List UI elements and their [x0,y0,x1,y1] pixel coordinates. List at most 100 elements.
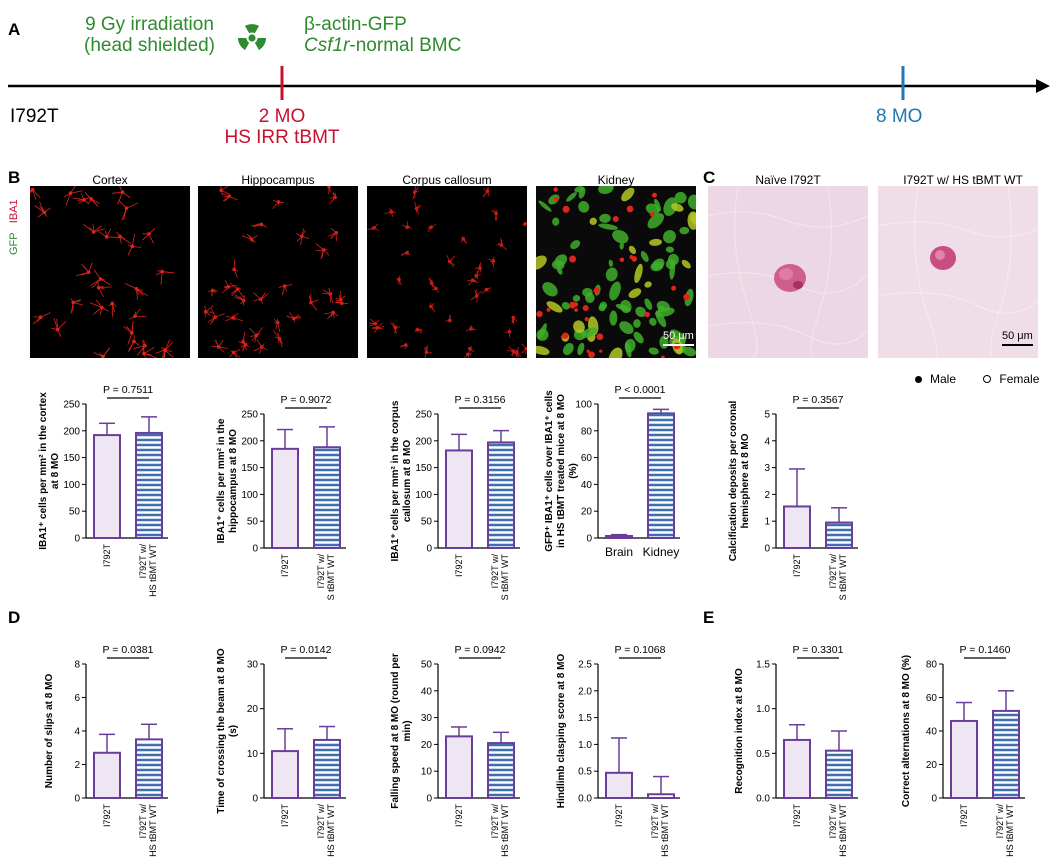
mark-2mo-line1: 2 MO [258,106,306,127]
irradiation-text: 9 Gy irradiation (head shielded) [84,14,215,56]
x-tick-label: HS tBMT WT [148,544,158,597]
p-value-label: P = 0.0942 [455,644,506,656]
y-tick-label: 30 [421,713,433,724]
x-tick-label: HS tBMT WT [1005,804,1015,857]
error-bar [831,507,847,523]
y-tick-label: 80 [581,426,593,437]
error-bar [611,533,627,536]
y-tick-label: 0 [586,534,592,545]
y-tick-label: 10 [421,767,433,778]
y-tick-label: 200 [415,436,432,447]
bar [135,431,163,539]
scale-bar-text: 50 μm [663,330,694,342]
x-tick-label: I792T w/ [490,804,500,839]
x-tick-label: HS tBMT WT [326,804,336,857]
y-tick-label: 0.0 [756,794,770,805]
y-tick-label: 40 [421,686,433,697]
y-axis-label: GFP⁺ IBA1⁺ cells over IBA1⁺ cells [544,390,555,552]
x-tick-label: I792T [454,803,464,827]
y-tick-label: 40 [926,727,938,738]
error-bar [653,408,669,414]
y-axis-label: Number of slips at 8 MO [44,674,55,789]
mark-2mo-line2: HS IRR tBMT [224,127,340,148]
y-tick-label: 0.5 [578,767,592,778]
y-axis-label: IBA1⁺ cells per mm² in the cortex [38,392,49,550]
x-tick-label: I792T [102,803,112,827]
chart-beam-crossing: 0 10 20 30 Time of crossing the beam at 8 MO… [216,644,346,857]
error-bar [319,725,335,740]
error-bar [277,728,293,752]
bar [313,738,341,799]
p-value-label: P = 0.7511 [103,384,153,396]
x-tick-label: I792T w/ [138,544,148,579]
micrograph-kidney [536,186,696,358]
y-tick-label: 50 [247,517,259,528]
bmc-gene-italic: Csf1r [304,35,350,56]
p-value-label: P = 0.0142 [281,644,332,656]
p-value-label: P = 0.3567 [793,394,844,406]
micrograph-tbmt-calcification [878,186,1038,358]
irradiation-line1: 9 Gy irradiation [85,14,214,35]
error-bar [141,723,157,740]
bar [271,750,299,799]
y-tick-label: 150 [63,453,80,464]
y-axis-label: IBA1⁺ cells per mm² in the [216,418,227,543]
y-tick-label: 60 [926,693,938,704]
bar [135,738,163,799]
y-tick-label: 250 [63,400,80,411]
x-tick-label: I792T w/ [316,554,326,589]
error-bar [956,701,972,721]
y-tick-label: 80 [926,660,938,671]
error-bar [653,775,669,795]
bar [445,735,473,799]
error-bar [789,468,805,507]
female-dot-icon [983,375,992,383]
y-tick-label: 50 [421,517,433,528]
bar [271,447,299,549]
micro-title-corpus-callosum: Corpus callosum [402,173,492,187]
x-tick-label: I792T w/ [650,804,660,839]
y-tick-label: 200 [63,426,80,437]
x-tick-label: HS tBMT WT [326,554,336,600]
bmc-text: β-actin-GFP Csf1r-normal BMC [304,14,461,56]
y-tick-label: 0 [252,794,258,805]
y-axis-label: min) [402,720,413,741]
y-axis-label: Correct alternations at 8 MO (%) [901,655,912,807]
error-bar [141,416,157,433]
panel-d-label: D [8,608,21,627]
error-bar [319,426,335,448]
chart-slips: 0 2 4 6 8 Number of slips at 8 MO I792T I792T w… [44,644,168,857]
error-bar [99,733,115,753]
y-tick-label: 0 [426,794,432,805]
y-tick-label: 60 [581,453,593,464]
y-tick-label: 20 [581,507,593,518]
timeline-mark-8mo: 8 MO [876,106,923,127]
y-tick-label: 20 [926,760,938,771]
x-tick-label: Kidney [643,545,680,559]
panel-c-label: C [703,168,716,187]
error-bar [99,422,115,436]
y-tick-label: 2.0 [578,686,592,697]
p-value-label: P = 0.0381 [103,644,154,656]
x-tick-label: I792T [280,553,290,577]
y-axis-label: hemisphere at 8 MO [740,433,751,528]
y-tick-label: 0 [74,534,80,545]
y-tick-label: 150 [241,463,258,474]
y-axis-label: Recognition index at 8 MO [734,668,745,794]
y-tick-label: 250 [415,410,432,421]
y-tick-label: 50 [69,507,81,518]
x-tick-label: I792T [102,543,112,567]
bar [313,446,341,549]
scale-bar-calcification: 50 μm [1002,330,1033,346]
scale-bar-kidney: 50 μm [663,330,694,346]
bar [950,719,978,799]
p-value-label: P = 0.3156 [455,394,506,406]
x-tick-label: Brain [605,545,633,559]
chart-alternations: 0 20 40 60 80 Correct alternations at 8 MO (%… [901,644,1025,857]
x-tick-label: I792T w/ [828,554,838,589]
chart-iba1-hippocampus: 0 50 100 150 200 250 IBA1⁺ cells per mm² in th… [216,394,346,600]
y-axis-label: at 8 MO [50,453,61,489]
x-tick-label: I792T w/ [138,804,148,839]
stain-iba1: IBA1 [8,199,20,224]
y-tick-label: 0.0 [578,794,592,805]
